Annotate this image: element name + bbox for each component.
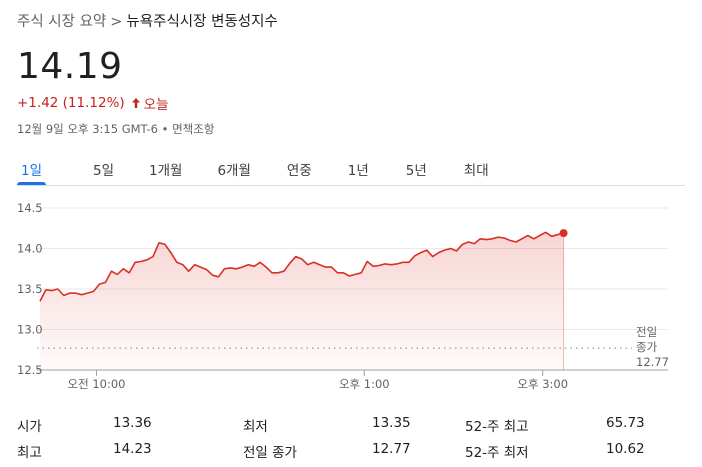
tab-1d[interactable]: 1일	[17, 151, 47, 185]
tab-label: 1일	[21, 163, 43, 179]
stat-label-low: 최저	[243, 419, 268, 435]
stat-label-open: 시가	[17, 419, 42, 435]
change-value: +1.42 (11.12%)	[17, 95, 125, 111]
x-tick-label: 오후 3:00	[517, 377, 568, 391]
current-price: 14.19	[17, 46, 123, 87]
tabs-divider	[17, 185, 685, 186]
y-tick-label: 14.5	[17, 201, 43, 215]
tab-label: 6개월	[217, 163, 251, 179]
tab-label: 1개월	[149, 163, 183, 179]
tab-label: 5년	[405, 163, 427, 179]
tab-1y[interactable]: 1년	[344, 151, 373, 185]
stat-label-prev-close: 전일 종가	[243, 445, 297, 461]
stats-row: 최고 14.23 전일 종가 12.77 52-주 최저 10.62	[17, 438, 685, 464]
tab-6m[interactable]: 6개월	[213, 151, 254, 185]
stat-value-low: 13.35	[372, 415, 411, 431]
stats-row: 시가 13.36 최저 13.35 52-주 최고 65.73	[17, 412, 685, 438]
breadcrumb-parent-link[interactable]: 주식 시장 요약	[17, 14, 107, 30]
breadcrumb-current: 뉴욕주식시장 변동성지수	[126, 14, 278, 30]
stat-label-52w-high: 52-주 최고	[465, 419, 529, 435]
x-tick-label: 오전 10:00	[68, 377, 126, 391]
previous-close-label: 전일	[636, 325, 657, 339]
change-period: 오늘	[143, 97, 169, 113]
tab-max[interactable]: 최대	[460, 151, 493, 185]
breadcrumb: 주식 시장 요약 > 뉴욕주식시장 변동성지수	[17, 10, 278, 31]
x-tick-label: 오후 1:00	[339, 377, 390, 391]
y-tick-label: 14.0	[17, 242, 43, 256]
tab-5d[interactable]: 5일	[89, 151, 118, 185]
previous-close-label: 12.77	[636, 355, 669, 369]
stat-value-52w-low: 10.62	[606, 441, 645, 457]
tab-ytd[interactable]: 연중	[283, 151, 316, 185]
stats-table: 시가 13.36 최저 13.35 52-주 최고 65.73 최고 14.23…	[17, 412, 685, 464]
series-area	[40, 232, 564, 370]
price-chart[interactable]: 14.5 14.0 13.5 13.0 12.5 오전 10:00 오후 1:00 오후 3:…	[0, 190, 702, 400]
tab-5y[interactable]: 5년	[402, 151, 431, 185]
price-change: +1.42 (11.12%) 오늘	[17, 93, 169, 113]
timestamp-disclaimer: 12월 9일 오후 3:15 GMT-6 • 면책조항	[17, 122, 215, 136]
tab-1m[interactable]: 1개월	[145, 151, 186, 185]
tab-label: 연중	[286, 163, 312, 179]
stat-value-52w-high: 65.73	[606, 415, 645, 431]
previous-close-label: 종가	[636, 340, 658, 354]
breadcrumb-separator: >	[110, 14, 123, 30]
y-tick-label: 12.5	[17, 363, 43, 377]
stat-value-prev-close: 12.77	[372, 441, 411, 457]
tab-label: 1년	[347, 163, 369, 179]
stat-label-52w-low: 52-주 최저	[465, 445, 529, 461]
tab-label: 최대	[463, 163, 489, 179]
y-tick-label: 13.5	[17, 282, 43, 296]
series-line	[39, 231, 564, 302]
tab-label: 5일	[93, 163, 115, 179]
stat-label-high: 최고	[17, 445, 42, 461]
current-price-dot	[559, 229, 568, 238]
stat-value-open: 13.36	[113, 415, 152, 431]
range-tabs: 1일 5일 1개월 6개월 연중 1년 5년 최대	[17, 151, 685, 185]
y-tick-label: 13.0	[17, 323, 43, 337]
arrow-up-icon	[131, 98, 140, 108]
stat-value-high: 14.23	[113, 441, 152, 457]
